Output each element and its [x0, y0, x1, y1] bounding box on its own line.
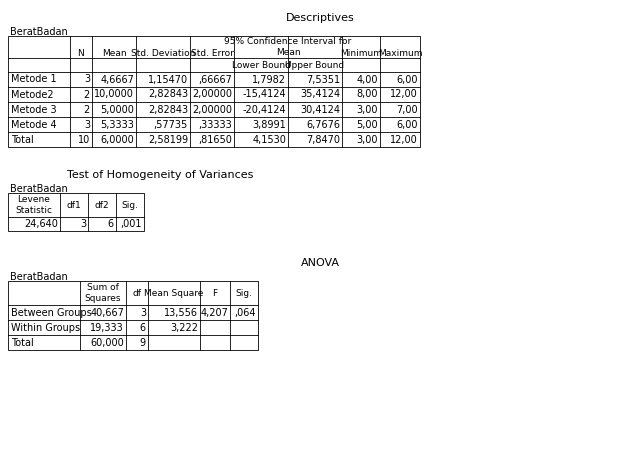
- Text: 3: 3: [84, 120, 90, 130]
- Text: Between Groups: Between Groups: [11, 307, 92, 317]
- Text: Upper Bound: Upper Bound: [285, 61, 344, 70]
- Text: 35,4124: 35,4124: [300, 89, 340, 99]
- Text: Mean Square: Mean Square: [144, 289, 204, 298]
- Text: 4,1530: 4,1530: [252, 134, 286, 144]
- Text: 6,00: 6,00: [397, 120, 418, 130]
- Text: 2,82843: 2,82843: [148, 89, 188, 99]
- Text: Test of Homogeneity of Variances: Test of Homogeneity of Variances: [67, 170, 253, 180]
- Text: F: F: [212, 289, 218, 298]
- Text: 2,58199: 2,58199: [148, 134, 188, 144]
- Text: Sig.: Sig.: [122, 201, 138, 210]
- Text: 40,667: 40,667: [90, 307, 124, 317]
- Text: df: df: [132, 289, 141, 298]
- Text: 6: 6: [140, 323, 146, 333]
- Text: 7,5351: 7,5351: [306, 75, 340, 85]
- Text: 3,8991: 3,8991: [252, 120, 286, 130]
- Text: Lower Bound: Lower Bound: [232, 61, 291, 70]
- Text: 3: 3: [140, 307, 146, 317]
- Text: 60,000: 60,000: [90, 338, 124, 348]
- Text: 2: 2: [84, 89, 90, 99]
- Bar: [8, 193, 144, 231]
- Text: ,66667: ,66667: [198, 75, 232, 85]
- Text: 6,00: 6,00: [397, 75, 418, 85]
- Text: df1: df1: [67, 201, 81, 210]
- Text: BeratBadan: BeratBadan: [10, 27, 68, 37]
- Text: 1,15470: 1,15470: [148, 75, 188, 85]
- Text: 5,3333: 5,3333: [100, 120, 134, 130]
- Text: 6: 6: [108, 219, 114, 229]
- Text: 13,556: 13,556: [164, 307, 198, 317]
- Text: 2,00000: 2,00000: [192, 105, 232, 114]
- Text: 10,0000: 10,0000: [94, 89, 134, 99]
- Text: BeratBadan: BeratBadan: [10, 272, 68, 282]
- Text: 2: 2: [84, 105, 90, 114]
- Text: 3: 3: [84, 75, 90, 85]
- Text: Metode 4: Metode 4: [11, 120, 56, 130]
- Text: 12,00: 12,00: [390, 134, 418, 144]
- Text: 7,8470: 7,8470: [306, 134, 340, 144]
- Text: Metode2: Metode2: [11, 89, 54, 99]
- Text: ANOVA: ANOVA: [301, 258, 339, 268]
- Text: 9: 9: [140, 338, 146, 348]
- Text: BeratBadan: BeratBadan: [10, 184, 68, 194]
- Text: 19,333: 19,333: [90, 323, 124, 333]
- Text: 4,00: 4,00: [356, 75, 378, 85]
- Text: Levene
Statistic: Levene Statistic: [15, 195, 52, 215]
- Bar: [8, 36, 420, 147]
- Text: Mean: Mean: [102, 50, 126, 59]
- Text: Metode 1: Metode 1: [11, 75, 56, 85]
- Text: 8,00: 8,00: [356, 89, 378, 99]
- Text: ,81650: ,81650: [198, 134, 232, 144]
- Text: -15,4124: -15,4124: [243, 89, 286, 99]
- Text: 4,6667: 4,6667: [100, 75, 134, 85]
- Text: Within Groups: Within Groups: [11, 323, 80, 333]
- Text: Std. Error: Std. Error: [191, 50, 234, 59]
- Text: Total: Total: [11, 338, 34, 348]
- Text: ,001: ,001: [120, 219, 142, 229]
- Text: 4,207: 4,207: [200, 307, 228, 317]
- Text: N: N: [77, 50, 84, 59]
- Text: ,064: ,064: [234, 307, 256, 317]
- Text: Metode 3: Metode 3: [11, 105, 56, 114]
- Text: 10: 10: [77, 134, 90, 144]
- Text: Total: Total: [11, 134, 34, 144]
- Text: 2,82843: 2,82843: [148, 105, 188, 114]
- Text: 6,7676: 6,7676: [306, 120, 340, 130]
- Text: Minimum: Minimum: [340, 50, 382, 59]
- Text: 1,7982: 1,7982: [252, 75, 286, 85]
- Text: Maximum: Maximum: [378, 50, 422, 59]
- Text: ,33333: ,33333: [198, 120, 232, 130]
- Text: ,57735: ,57735: [154, 120, 188, 130]
- Text: Sig.: Sig.: [236, 289, 253, 298]
- Text: -20,4124: -20,4124: [243, 105, 286, 114]
- Text: 6,0000: 6,0000: [100, 134, 134, 144]
- Text: Sum of
Squares: Sum of Squares: [84, 283, 121, 303]
- Text: Descriptives: Descriptives: [285, 13, 355, 23]
- Text: 3,00: 3,00: [356, 134, 378, 144]
- Text: 5,0000: 5,0000: [100, 105, 134, 114]
- Text: 3: 3: [80, 219, 86, 229]
- Text: df2: df2: [95, 201, 109, 210]
- Text: 2,00000: 2,00000: [192, 89, 232, 99]
- Text: 7,00: 7,00: [396, 105, 418, 114]
- Bar: [8, 281, 258, 350]
- Text: 12,00: 12,00: [390, 89, 418, 99]
- Text: 95% Confidence Interval for
Mean: 95% Confidence Interval for Mean: [225, 37, 351, 57]
- Text: 3,00: 3,00: [356, 105, 378, 114]
- Text: Std. Deviation: Std. Deviation: [131, 50, 195, 59]
- Text: 5,00: 5,00: [356, 120, 378, 130]
- Text: 30,4124: 30,4124: [300, 105, 340, 114]
- Text: 24,640: 24,640: [24, 219, 58, 229]
- Text: 3,222: 3,222: [170, 323, 198, 333]
